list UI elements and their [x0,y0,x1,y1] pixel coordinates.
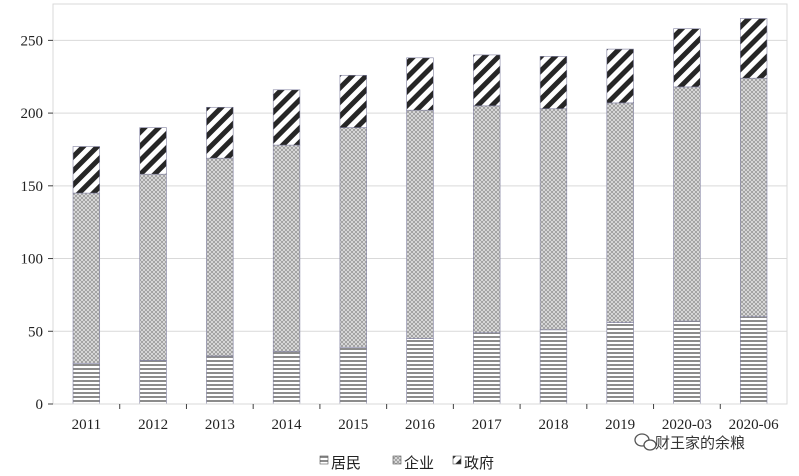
bar-segment-diagonal-stripes [72,146,101,194]
bar-segment-crosshatch [539,108,568,331]
x-tick-label: 2020-03 [662,417,712,433]
bar-segment-crosshatch [139,173,167,361]
bar-segment-horizontal-lines [339,346,367,405]
wechat-icon [634,433,657,451]
legend-label: 居民 [331,454,361,472]
legend: 居民 企业 政府 [319,454,494,472]
bar-segment-diagonal-stripes [673,28,701,88]
y-tick-label: 200 [21,106,44,122]
x-tick-label: 2019 [605,417,635,433]
y-tick-label: 0 [36,397,44,413]
y-tick-label: 50 [28,324,43,340]
bar-segment-diagonal-stripes [606,48,634,104]
watermark-text: 财王家的余粮 [655,434,745,452]
bar-segment-crosshatch [272,144,301,352]
legend-item: 企业 [392,454,434,472]
bar-segment-diagonal-stripes [339,74,367,128]
watermark: 财王家的余粮 [634,433,745,452]
plot-border [52,3,788,405]
bar-segment-diagonal-stripes [206,106,234,159]
legend-item: 政府 [452,454,494,472]
bar-segment-crosshatch [606,102,634,323]
bar-segment-horizontal-lines [139,360,167,405]
x-tick-label: 2018 [538,417,568,433]
x-tick-label: 2020-06 [729,417,779,433]
y-tick-label: 250 [21,33,44,49]
bar-segment-horizontal-lines [272,351,301,405]
legend-label: 政府 [464,454,494,472]
bar-segment-horizontal-lines [739,316,768,405]
x-tick-label: 2017 [472,417,503,433]
x-tick-label: 2015 [338,417,368,433]
bar-segment-horizontal-lines [406,338,434,405]
y-tick-label: 150 [21,179,44,195]
bar-segment-horizontal-lines [539,329,568,405]
bar-segment-crosshatch [739,77,768,318]
bar-segment-crosshatch [206,157,234,357]
bar-segment-crosshatch [72,192,101,364]
bar-segment-horizontal-lines [206,355,234,405]
legend-item: 居民 [319,454,361,472]
bar-segment-diagonal-stripes [139,127,167,175]
bar-segment-diagonal-stripes [406,57,434,111]
bar-segment-horizontal-lines [72,362,101,405]
bar-segment-crosshatch [339,127,367,348]
x-tick-label: 2013 [205,417,235,433]
bar-segment-horizontal-lines [473,332,501,405]
tick-labels: 0 50 100 150 200 250 2011 2012 2013 2014 2015 2016 2… [21,33,780,433]
axes [52,3,788,405]
bar-segment-horizontal-lines [606,322,634,405]
bar-segment-diagonal-stripes [739,18,768,79]
legend-swatch [452,455,462,465]
bar-segment-diagonal-stripes [539,56,568,110]
bar-segment-crosshatch [406,109,434,339]
bars [72,18,768,405]
bar-segment-diagonal-stripes [473,54,501,107]
bar-segment-diagonal-stripes [272,89,301,146]
bar-segment-crosshatch [673,86,701,322]
legend-swatch [319,455,329,465]
x-tick-label: 2016 [405,417,436,433]
y-tick-label: 100 [21,252,44,268]
x-tick-label: 2014 [272,417,303,433]
x-tick-label: 2012 [138,417,168,433]
legend-label: 企业 [404,454,434,472]
x-tick-label: 2011 [72,417,101,433]
bar-segment-crosshatch [473,105,501,334]
bar-segment-horizontal-lines [673,320,701,405]
legend-swatch [392,455,402,465]
